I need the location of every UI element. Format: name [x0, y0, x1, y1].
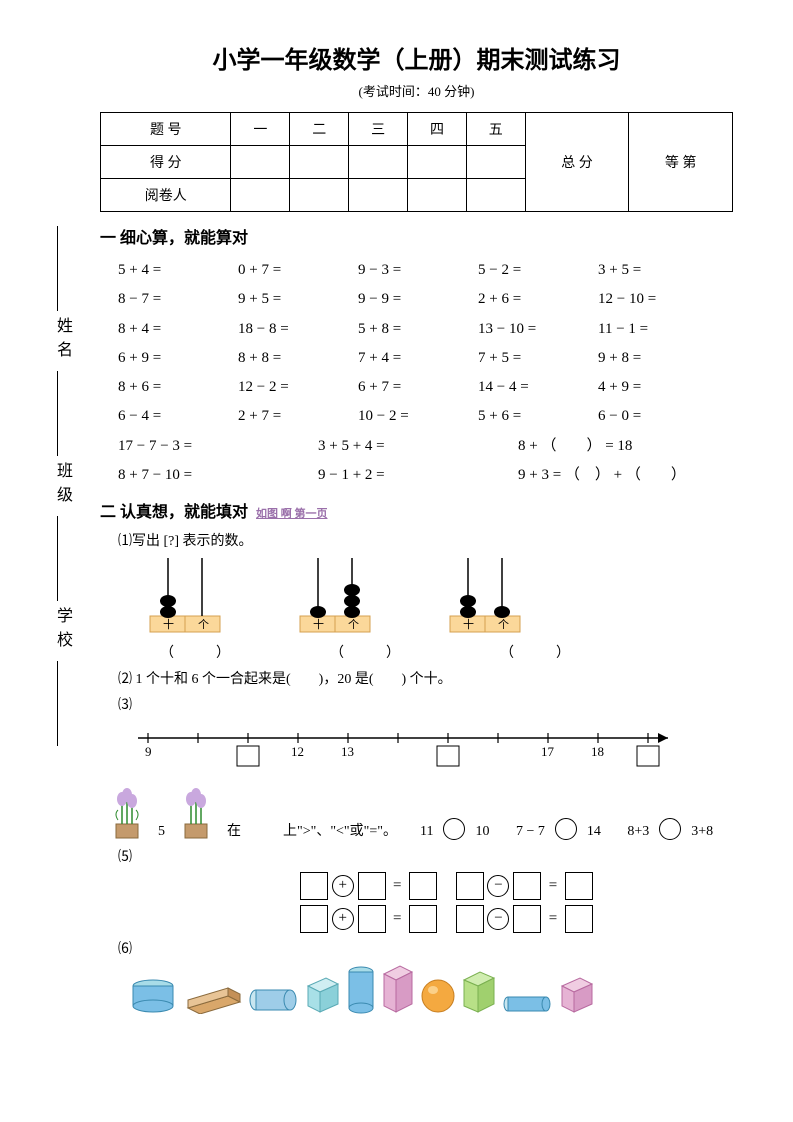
th: 一: [231, 113, 290, 146]
th: 二: [290, 113, 349, 146]
paren-row: （ ）（ ）（ ）: [160, 642, 733, 662]
svg-text:个: 个: [348, 618, 359, 631]
svg-text:个: 个: [198, 618, 209, 631]
q6-label: ⑹: [118, 938, 733, 958]
th: 三: [349, 113, 408, 146]
binding-margin: 姓名 班级 学校: [50, 220, 72, 752]
q4-num: 10: [475, 824, 489, 840]
th-total: 总 分: [525, 113, 629, 212]
svg-text:17: 17: [541, 744, 555, 759]
page-subtitle: (考试时间：40 分钟): [100, 81, 733, 100]
score-table: 题 号 一 二 三 四 五 总 分 等 第 得 分 阅卷人: [100, 112, 733, 212]
blank-circle: [659, 818, 681, 840]
q4-num: 8+3: [627, 824, 649, 840]
row-label: 阅卷人: [101, 179, 231, 212]
q2: ⑵ 1 个十和 6 个一合起来是( )，20 是( ) 个十。: [118, 668, 733, 688]
cube-icon: [304, 974, 340, 1014]
svg-text:12: 12: [291, 744, 304, 759]
svg-text:个: 个: [498, 618, 509, 631]
side-label-school: 学校: [50, 607, 74, 655]
q4: 5 在 上">"、"<"或"="。 11 10 7 − 7 14 8+3 3+8: [104, 784, 733, 840]
numberline: 9 12 13 17 18: [128, 720, 733, 780]
th: 五: [466, 113, 525, 146]
cylinder-icon: [346, 966, 376, 1014]
th: 四: [408, 113, 467, 146]
cuboid-icon: [182, 982, 242, 1014]
section2-label: 二 认真想，就能填对: [100, 504, 248, 521]
q5-label: ⑸: [118, 846, 733, 866]
q4-text: 在 上">"、"<"或"="。: [227, 820, 397, 840]
cylinder-icon: [130, 978, 176, 1014]
flower-icon: [173, 784, 219, 840]
svg-text:9: 9: [145, 744, 152, 759]
svg-text:18: 18: [591, 744, 604, 759]
q4-num: 3+8: [691, 824, 713, 840]
th: 题 号: [101, 113, 231, 146]
sphere-icon: [420, 978, 456, 1014]
cube-icon: [558, 974, 594, 1014]
q4-num: 14: [587, 824, 601, 840]
section1-head: 一 细心算，就能算对: [100, 224, 733, 248]
section2-head: 二 认真想，就能填对 如图 啊 第一页: [100, 498, 733, 522]
cuboid-icon: [382, 964, 414, 1014]
th-grade: 等 第: [629, 113, 733, 212]
q5-equations: + = − = + = − =: [300, 872, 733, 933]
cylinder-icon: [248, 986, 298, 1014]
svg-text:十: 十: [313, 617, 324, 631]
abacus-row: 十个十个十个: [140, 558, 733, 638]
cylinder-icon: [502, 994, 552, 1014]
side-label-name: 姓名: [50, 317, 74, 365]
blank-circle: [443, 818, 465, 840]
q1-label: ⑴写出 [?] 表示的数。: [118, 530, 733, 550]
shapes-row: [130, 964, 733, 1014]
svg-text:十: 十: [463, 617, 474, 631]
cuboid-icon: [462, 970, 496, 1014]
blank-circle: [555, 818, 577, 840]
q4-num: 11: [420, 824, 433, 840]
flower-icon: [104, 784, 150, 840]
svg-text:十: 十: [163, 617, 174, 631]
page-title: 小学一年级数学（上册）期末测试练习: [100, 40, 733, 75]
arithmetic-block: 5 + 4 =0 + 7 =9 − 3 =5 − 2 =3 + 5 =8 − 7…: [118, 256, 733, 490]
q4-num: 7 − 7: [516, 824, 545, 840]
q4-num: 5: [158, 824, 165, 840]
svg-text:13: 13: [341, 744, 354, 759]
q3-label: ⑶: [118, 694, 733, 714]
side-label-class: 班级: [50, 462, 74, 510]
sublink: 如图 啊 第一页: [256, 508, 328, 520]
row-label: 得 分: [101, 146, 231, 179]
